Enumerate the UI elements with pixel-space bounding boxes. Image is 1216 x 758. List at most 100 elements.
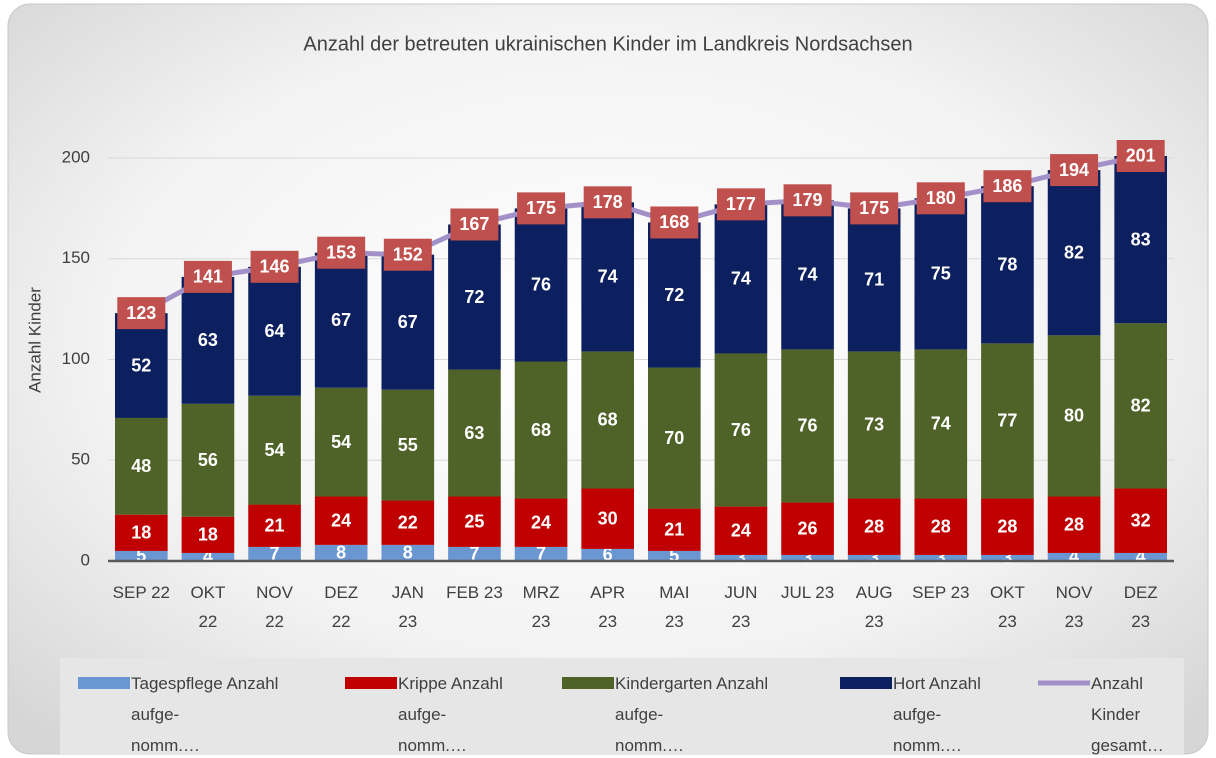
- total-label-box: [117, 297, 166, 330]
- x-tick-label: MRZ 23: [522, 583, 560, 631]
- total-label-box: [583, 186, 632, 219]
- total-label: 146: [260, 257, 290, 277]
- data-label: 7: [536, 544, 546, 564]
- data-label: 5: [669, 546, 679, 566]
- bar-segment: [581, 548, 635, 561]
- bar-segment: [248, 546, 301, 561]
- bar-segment: [1047, 335, 1101, 497]
- bar-segment: [248, 395, 301, 505]
- data-label: 7: [270, 544, 280, 564]
- data-label: 7: [469, 544, 479, 564]
- data-label: 28: [997, 516, 1017, 536]
- bar-segment: [1114, 323, 1168, 489]
- bar-segment: [381, 389, 435, 501]
- x-tick-label: OKT 22: [190, 583, 226, 631]
- bar-segment: [314, 496, 368, 545]
- data-label: 21: [664, 520, 684, 540]
- bar-segment: [381, 500, 435, 545]
- bar-segment: [114, 313, 168, 418]
- data-label: 3: [936, 548, 946, 568]
- legend-label: Kindergarten Anzahl aufge- nomm.…: [615, 674, 769, 755]
- bar-segment: [581, 202, 635, 352]
- total-line: [140, 153, 1142, 316]
- x-tick-label: OKT 23: [989, 583, 1025, 631]
- bar-segment: [314, 387, 368, 497]
- data-label: 3: [803, 548, 813, 568]
- data-label: 48: [131, 456, 151, 476]
- data-label: 74: [731, 269, 751, 289]
- bar-segment: [114, 417, 168, 515]
- data-label: 5: [136, 546, 146, 566]
- y-axis-label: Anzahl Kinder: [25, 287, 44, 393]
- total-label-box: [450, 208, 499, 241]
- bar-segment: [914, 349, 968, 499]
- x-tick-label: JUN 23: [724, 583, 758, 631]
- total-label-box: [517, 192, 566, 225]
- data-label: 83: [1131, 229, 1151, 249]
- total-label: 167: [459, 214, 489, 234]
- data-label: 82: [1064, 242, 1084, 262]
- bar-segment: [847, 554, 901, 561]
- bar-segment: [314, 544, 368, 561]
- data-label: 77: [997, 411, 1017, 431]
- bar-segment: [114, 550, 168, 561]
- bar-segment: [448, 224, 501, 370]
- bar-segment: [981, 498, 1034, 555]
- chart-title: Anzahl der betreuten ukrainischen Kinder…: [303, 33, 912, 55]
- bar-segment: [714, 506, 768, 555]
- bar-segment: [647, 222, 701, 368]
- total-label: 152: [393, 244, 423, 264]
- data-label: 54: [265, 440, 285, 460]
- bar-segment: [1114, 155, 1168, 324]
- data-label: 70: [664, 428, 684, 448]
- bar-segment: [714, 353, 768, 507]
- bar-segment: [981, 343, 1034, 499]
- data-label: 78: [997, 255, 1017, 275]
- legend-background: [60, 658, 1184, 754]
- y-tick-label: 150: [62, 248, 90, 267]
- bar-segment: [847, 498, 901, 555]
- data-label: 24: [331, 510, 351, 530]
- bar-segment: [181, 276, 235, 404]
- bar-segment: [914, 198, 968, 350]
- bar-segment: [181, 403, 235, 517]
- bar-segment: [1047, 496, 1101, 553]
- total-label: 175: [859, 198, 889, 218]
- total-label-box: [383, 238, 432, 271]
- total-label: 153: [326, 242, 356, 262]
- data-label: 24: [531, 512, 551, 532]
- y-tick-label: 100: [62, 349, 90, 368]
- data-label: 68: [598, 410, 618, 430]
- bar-segment: [781, 349, 834, 503]
- data-label: 21: [265, 515, 285, 535]
- total-label-box: [650, 206, 699, 239]
- data-label: 4: [1069, 547, 1079, 567]
- x-tick-label: JUL 23: [780, 583, 835, 602]
- x-tick-label: JAN 23: [391, 583, 424, 631]
- data-label: 72: [464, 287, 484, 307]
- bar-segment: [981, 186, 1034, 344]
- data-label: 26: [798, 519, 818, 539]
- x-tick-label: FEB 23: [446, 583, 503, 602]
- total-label: 201: [1126, 146, 1156, 166]
- total-label: 123: [126, 303, 156, 323]
- data-label: 6: [603, 545, 613, 565]
- bar-segment: [181, 516, 235, 553]
- total-label-box: [716, 188, 765, 221]
- total-label: 179: [793, 190, 823, 210]
- y-tick-label: 50: [71, 450, 90, 469]
- bar-segment: [1047, 552, 1101, 561]
- bar-segment: [381, 254, 435, 390]
- bar-segment: [514, 546, 568, 561]
- total-label-box: [783, 184, 832, 217]
- bar-segment: [581, 488, 635, 549]
- data-label: 63: [464, 423, 484, 443]
- bar-segment: [381, 544, 435, 561]
- data-label: 80: [1064, 406, 1084, 426]
- total-label: 186: [992, 176, 1022, 196]
- bar-segment: [647, 550, 701, 561]
- data-label: 3: [1002, 548, 1012, 568]
- data-label: 74: [598, 267, 618, 287]
- y-tick-label: 0: [81, 550, 90, 569]
